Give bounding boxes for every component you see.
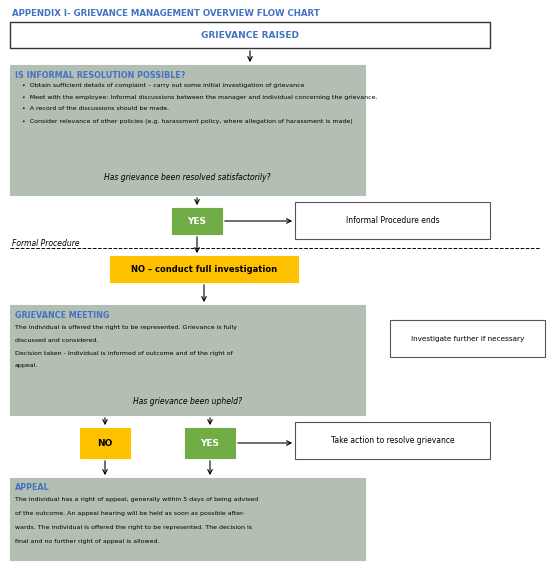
Text: YES: YES	[188, 217, 206, 226]
Text: GRIEVANCE MEETING: GRIEVANCE MEETING	[15, 311, 109, 319]
Text: •  Consider relevance of other policies (e.g. harassment policy, where allegatio: • Consider relevance of other policies (…	[22, 119, 352, 124]
Text: discussed and considered.: discussed and considered.	[15, 337, 98, 342]
Text: Decision taken - Individual is informed of outcome and of the right of: Decision taken - Individual is informed …	[15, 350, 233, 356]
Text: GRIEVANCE RAISED: GRIEVANCE RAISED	[201, 31, 299, 40]
Text: The individual is offered the right to be represented. Grievance is fully: The individual is offered the right to b…	[15, 324, 237, 329]
Bar	[80, 428, 130, 458]
Bar	[185, 428, 235, 458]
Text: The individual has a right of appeal, generally within 5 days of being advised: The individual has a right of appeal, ge…	[15, 497, 258, 502]
Bar	[10, 478, 365, 560]
Text: APPENDIX I- GRIEVANCE MANAGEMENT OVERVIEW FLOW CHART: APPENDIX I- GRIEVANCE MANAGEMENT OVERVIE…	[12, 10, 320, 19]
Bar	[172, 208, 222, 234]
Text: YES: YES	[200, 438, 219, 447]
Bar	[10, 22, 490, 48]
Bar	[295, 422, 490, 459]
Bar	[295, 202, 490, 239]
Text: •  Meet with the employee: Informal discussions between the manager and individu: • Meet with the employee: Informal discu…	[22, 95, 377, 99]
Text: •  Obtain sufficient details of complaint – carry out some initial investigation: • Obtain sufficient details of complaint…	[22, 83, 305, 87]
Text: NO – conduct full investigation: NO – conduct full investigation	[131, 264, 277, 273]
Text: Take action to resolve grievance: Take action to resolve grievance	[331, 436, 455, 445]
Text: appeal.: appeal.	[15, 363, 38, 369]
Text: Has grievance been resolved satisfactorily?: Has grievance been resolved satisfactori…	[104, 172, 271, 181]
Text: Has grievance been upheld?: Has grievance been upheld?	[133, 396, 242, 405]
Text: Formal Procedure: Formal Procedure	[12, 239, 79, 248]
Bar	[10, 305, 365, 415]
Text: •  A record of the discussions should be made.: • A record of the discussions should be …	[22, 107, 169, 112]
Bar	[390, 320, 545, 357]
Text: of the outcome. An appeal hearing will be held as soon as possible after-: of the outcome. An appeal hearing will b…	[15, 511, 245, 517]
Text: Informal Procedure ends: Informal Procedure ends	[346, 216, 440, 225]
Text: IS INFORMAL RESOLUTION POSSIBLE?: IS INFORMAL RESOLUTION POSSIBLE?	[15, 70, 185, 79]
Bar	[110, 256, 298, 282]
Text: NO: NO	[97, 438, 113, 447]
Text: Investigate further if necessary: Investigate further if necessary	[411, 336, 524, 341]
Bar	[10, 65, 365, 195]
Text: final and no further right of appeal is allowed.: final and no further right of appeal is …	[15, 539, 159, 544]
Text: APPEAL: APPEAL	[15, 484, 50, 493]
Text: wards. The individual is offered the right to be represented. The decision is: wards. The individual is offered the rig…	[15, 526, 252, 531]
